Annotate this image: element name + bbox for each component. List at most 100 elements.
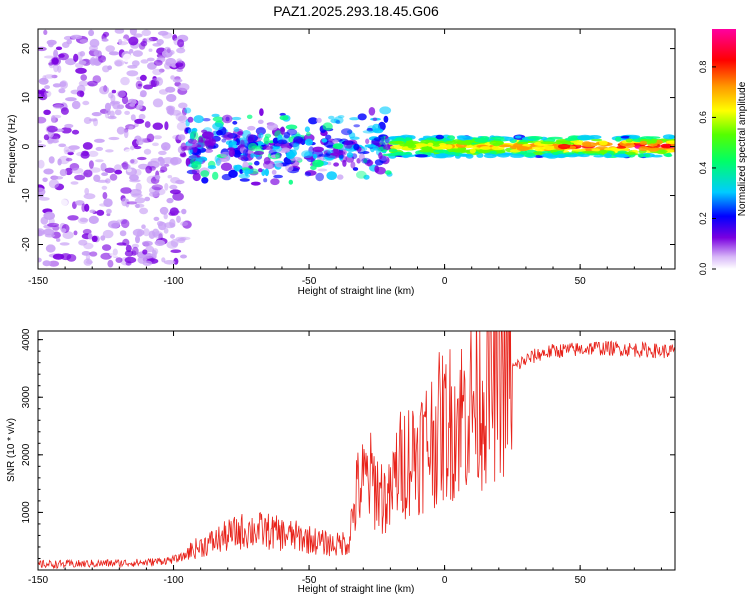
spectral-blob [556, 153, 567, 159]
spectral-blob [67, 215, 79, 221]
spectral-blob [221, 138, 227, 143]
spectral-blob [58, 143, 67, 148]
spectral-blob [285, 164, 294, 172]
spectral-blob [92, 101, 100, 107]
spectral-blob [316, 117, 322, 123]
spectral-blob [169, 218, 176, 228]
spectral-blob [158, 150, 167, 156]
spectral-blob [135, 80, 143, 90]
spectral-blob [170, 239, 179, 247]
spectral-blob [247, 125, 256, 131]
spectral-blob [615, 136, 622, 142]
spectral-blob [489, 140, 505, 146]
spectral-blob [81, 203, 86, 213]
spectral-blob [142, 38, 148, 44]
spectral-blob [63, 146, 69, 155]
spectral-blob [76, 90, 85, 97]
spectral-blob [102, 229, 114, 239]
spectral-blob [333, 116, 344, 124]
spectral-blob [114, 169, 123, 175]
spectral-blob [573, 141, 585, 146]
spectral-blob [123, 129, 129, 139]
spectral-blob [552, 151, 560, 156]
spectral-blob [152, 68, 163, 76]
spectral-blob [264, 168, 269, 177]
spectral-blob [328, 115, 335, 120]
spectral-blob [58, 155, 70, 165]
spectral-blob [129, 48, 134, 54]
spectral-blob [73, 230, 78, 236]
spectral-blob [374, 165, 380, 173]
spectral-blob [126, 70, 139, 77]
spectral-blob [201, 177, 209, 184]
spectral-blob [108, 92, 114, 99]
spectral-blob [180, 221, 189, 226]
spectral-blob [78, 60, 87, 65]
spectral-blob [582, 151, 599, 154]
spectral-blob [152, 98, 164, 108]
spectral-blob [105, 45, 115, 53]
spectral-blob [293, 141, 300, 151]
spectral-blob [132, 228, 145, 237]
spectral-blob [118, 38, 123, 45]
spectral-blob [152, 77, 162, 81]
spectral-blob [220, 162, 233, 171]
spectral-blob [110, 100, 121, 105]
spectral-blob [639, 140, 648, 145]
spectral-blob [179, 153, 187, 158]
spectral-blob [162, 157, 175, 164]
colorbar: 0.0 0.2 0.4 0.6 0.8 Normalized spectral ampl… [698, 29, 748, 275]
spectral-blob [239, 169, 244, 174]
spectral-blob [83, 193, 96, 200]
spectral-blob [134, 197, 146, 204]
spectral-blob [82, 100, 90, 106]
spectral-blob [169, 189, 181, 195]
spectral-blob [666, 140, 675, 144]
spectral-blob [124, 110, 130, 115]
spectral-blob [188, 155, 198, 160]
spectral-blob [432, 144, 440, 147]
spectral-blob [478, 150, 491, 154]
y-tick-label: -20 [21, 237, 32, 252]
spectral-blob [65, 97, 77, 102]
colorbar-label: Normalized spectral amplitude [737, 81, 748, 216]
spectral-blob [116, 242, 127, 246]
spectral-blob [44, 85, 50, 90]
spectral-blob [130, 114, 136, 121]
spectral-blob [263, 178, 268, 183]
spectral-blob [233, 149, 241, 158]
spectral-blob [137, 100, 144, 106]
spectral-blob [53, 63, 59, 73]
spectral-blob [288, 136, 294, 143]
spectral-blob [87, 233, 93, 240]
spectral-blob [112, 248, 118, 256]
spectral-blob [273, 174, 283, 179]
spectral-blob [325, 134, 332, 140]
spectral-blob [43, 134, 50, 141]
spectral-blob [193, 144, 198, 154]
spectral-blob [445, 140, 458, 145]
spectral-blob [465, 153, 474, 159]
spectral-blob [145, 37, 153, 43]
spectral-blob [145, 245, 154, 253]
spectral-blob [151, 249, 157, 259]
spectral-blob [275, 162, 284, 168]
spectral-blob [390, 145, 405, 150]
spectral-blob [613, 154, 630, 158]
spectral-blob [114, 29, 125, 34]
spectral-blob [195, 157, 207, 161]
spectral-blob [659, 149, 668, 153]
spectral-blob [616, 146, 627, 149]
spectral-blob [91, 112, 102, 117]
spectral-blob [157, 156, 164, 162]
spectral-blob [39, 78, 48, 83]
spectral-blob [285, 124, 298, 130]
spectral-blob [116, 104, 125, 110]
x-tick-label: -150 [28, 575, 48, 586]
spectral-blob [62, 231, 74, 240]
spectral-blob [165, 105, 176, 112]
spectral-blob [280, 126, 285, 135]
spectral-blob [38, 229, 44, 237]
spectral-blob [59, 81, 67, 87]
